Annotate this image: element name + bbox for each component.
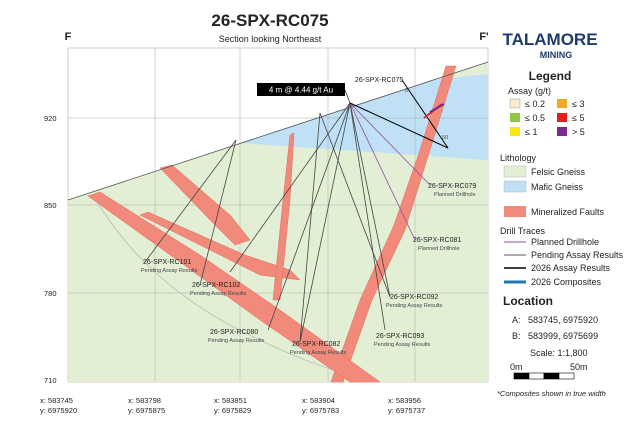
hole-status: Pending Assay Results <box>190 291 247 297</box>
y-axis: 920 850 780 710 <box>44 114 57 385</box>
callout-leader <box>344 89 351 104</box>
legend-title: Legend <box>529 69 572 83</box>
scale-start: 0m <box>510 362 523 372</box>
swatch <box>557 113 567 122</box>
hole-label: 26-SPX-RC082 <box>292 341 340 348</box>
x-tick-label: x: 583956 <box>388 396 421 405</box>
hole-status: Pending Assay Results <box>290 350 347 356</box>
hole-label: 26-SPX-RC081 <box>413 237 461 244</box>
assay-trace <box>349 102 449 149</box>
callout: 4 m @ 4.44 g/t Au <box>269 86 333 95</box>
drill-traces <box>144 102 391 343</box>
legend-label: > 5 <box>572 127 585 137</box>
hole-label: 26-SPX-RC075 <box>355 77 403 84</box>
hole-label: 26-SPX-RC093 <box>376 333 424 340</box>
legend-label: Planned Drillhole <box>531 237 599 247</box>
hole-status: Planned Drillhole <box>418 246 460 252</box>
logo-name: TALAMORE <box>502 30 597 49</box>
section: 4 m @ 4.44 g/t Au 0 50 26-SPX-RC075 26-S… <box>67 47 489 383</box>
hole-status: Pending Assay Results <box>374 342 431 348</box>
hole-status: Planned Drillhole <box>434 192 476 198</box>
legend-heading: Location <box>503 294 553 308</box>
planned-traces <box>349 102 431 241</box>
depth-end: 50 <box>442 135 448 141</box>
swatch <box>503 180 527 193</box>
x-tick-label: y: 6975920 <box>40 406 77 415</box>
right-marker: F' <box>479 31 489 43</box>
swatch <box>510 127 520 136</box>
x-tick-label: y: 6975875 <box>128 406 165 415</box>
x-tick-label: y: 6975783 <box>302 406 339 415</box>
swatch <box>504 206 526 217</box>
swatch <box>557 99 567 108</box>
hole-status: Pending Assay Results <box>208 338 265 344</box>
scale-end: 50m <box>570 362 588 372</box>
legend-label: 2026 Assay Results <box>531 263 611 273</box>
y-tick-label: 780 <box>44 289 57 298</box>
swatch <box>510 113 520 122</box>
callout-box <box>257 83 345 96</box>
note: *Composites shown in true width <box>497 389 606 398</box>
hole-label: 26-SPX-RC102 <box>192 282 240 289</box>
location-key: A: <box>512 315 521 325</box>
legend-label: Mafic Gneiss <box>531 182 584 192</box>
legend-label: ≤ 0.2 <box>525 99 545 109</box>
legend-label: 2026 Composites <box>531 277 602 287</box>
legend-label: Pending Assay Results <box>531 250 624 260</box>
swatch <box>509 98 521 109</box>
legend-heading: Lithology <box>500 153 537 163</box>
hole-label: 26-SPX-RC079 <box>428 183 476 190</box>
legend-label: ≤ 3 <box>572 99 584 109</box>
location-coords: 583745, 6975920 <box>528 315 598 325</box>
legend-heading: Drill Traces <box>500 226 546 236</box>
swatch <box>557 127 567 136</box>
legend-label: Mineralized Faults <box>531 207 605 217</box>
x-axis: x: 583745 y: 6975920 x: 583798 y: 697587… <box>40 396 425 415</box>
hole-label: 26-SPX-RC092 <box>390 294 438 301</box>
x-tick-label: x: 583745 <box>40 396 73 405</box>
legend-label: Felsic Gneiss <box>531 167 586 177</box>
x-tick-label: y: 6975737 <box>388 406 425 415</box>
legend-label: ≤ 0.5 <box>525 113 545 123</box>
logo-sub: MINING <box>540 50 573 60</box>
x-tick-label: x: 583798 <box>128 396 161 405</box>
faults <box>87 65 457 383</box>
hole-status: Pending Assay Results <box>386 303 443 309</box>
location-key: B: <box>512 331 521 341</box>
y-tick-label: 710 <box>44 376 57 385</box>
topography <box>67 61 489 201</box>
hole-label: 26-SPX-RC080 <box>210 329 258 336</box>
y-tick-label: 850 <box>44 201 57 210</box>
subtitle: Section looking Northeast <box>219 34 322 44</box>
x-tick-label: y: 6975829 <box>214 406 251 415</box>
legend: Legend Assay (g/t) ≤ 0.2 ≤ 3 ≤ 0.5 ≤ 5 ≤… <box>497 69 624 398</box>
depth-start: 0 <box>405 88 408 94</box>
swatch <box>503 165 527 178</box>
y-tick-label: 920 <box>44 114 57 123</box>
scale-bar <box>513 372 575 380</box>
composite-axis <box>401 79 449 149</box>
legend-label: ≤ 5 <box>572 113 584 123</box>
title: 26-SPX-RC075 <box>211 11 328 30</box>
x-tick-label: x: 583904 <box>302 396 335 405</box>
scale-label: Scale: 1:1,800 <box>530 348 588 358</box>
hole-status: Pending Assay Results <box>141 268 198 274</box>
left-marker: F <box>65 31 72 43</box>
hole-label: 26-SPX-RC101 <box>143 259 191 266</box>
legend-label: ≤ 1 <box>525 127 537 137</box>
assay-interval <box>429 103 445 113</box>
location-coords: 583999, 6975699 <box>528 331 598 341</box>
x-tick-label: x: 583851 <box>214 396 247 405</box>
legend-heading: Assay (g/t) <box>508 86 551 96</box>
